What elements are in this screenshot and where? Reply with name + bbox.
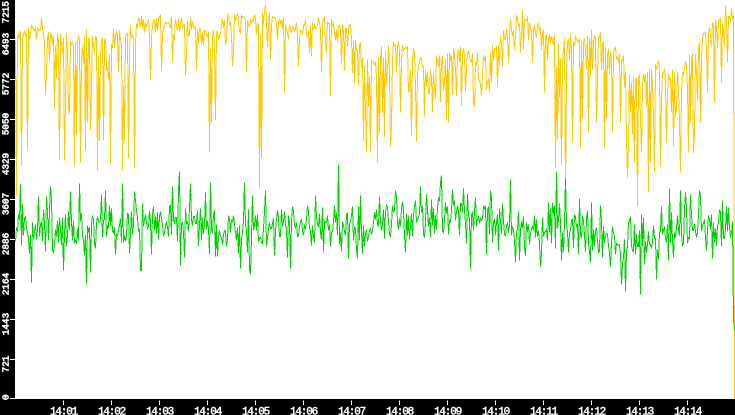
svg-text:14:12: 14:12 [578, 407, 606, 415]
svg-text:2886: 2886 [0, 233, 11, 255]
svg-text:14:07: 14:07 [338, 407, 366, 415]
svg-text:14:01: 14:01 [50, 407, 79, 415]
svg-text:1443: 1443 [0, 313, 11, 335]
svg-text:14:05: 14:05 [242, 407, 270, 415]
svg-text:5050: 5050 [0, 113, 11, 135]
svg-text:14:02: 14:02 [98, 407, 126, 415]
svg-text:2164: 2164 [0, 272, 11, 295]
svg-text:3607: 3607 [0, 193, 11, 215]
svg-text:5772: 5772 [0, 73, 11, 95]
svg-text:721: 721 [0, 355, 11, 372]
svg-text:0: 0 [0, 394, 11, 400]
svg-text:14:10: 14:10 [482, 407, 510, 415]
svg-text:3607: 3607 [0, 193, 11, 215]
svg-text:7215: 7215 [0, 1, 11, 23]
svg-text:7215: 7215 [0, 1, 11, 23]
svg-text:14:09: 14:09 [434, 407, 462, 415]
svg-text:721: 721 [0, 355, 11, 372]
svg-text:14:04: 14:04 [194, 407, 223, 415]
svg-text:14:13: 14:13 [626, 407, 654, 415]
svg-text:4329: 4329 [0, 153, 11, 175]
svg-text:1443: 1443 [0, 313, 11, 335]
svg-text:14:06: 14:06 [290, 407, 318, 415]
svg-text:5050: 5050 [0, 113, 11, 135]
svg-text:14:11: 14:11 [530, 407, 559, 415]
svg-text:6493: 6493 [0, 33, 11, 55]
svg-text:4329: 4329 [0, 153, 11, 175]
svg-text:5772: 5772 [0, 73, 11, 95]
svg-text:0: 0 [0, 394, 11, 400]
svg-text:6493: 6493 [0, 33, 11, 55]
svg-text:14:08: 14:08 [386, 407, 414, 415]
svg-text:2164: 2164 [0, 272, 11, 295]
svg-text:2886: 2886 [0, 233, 11, 255]
svg-text:14:14: 14:14 [674, 407, 703, 415]
svg-text:14:03: 14:03 [146, 407, 174, 415]
